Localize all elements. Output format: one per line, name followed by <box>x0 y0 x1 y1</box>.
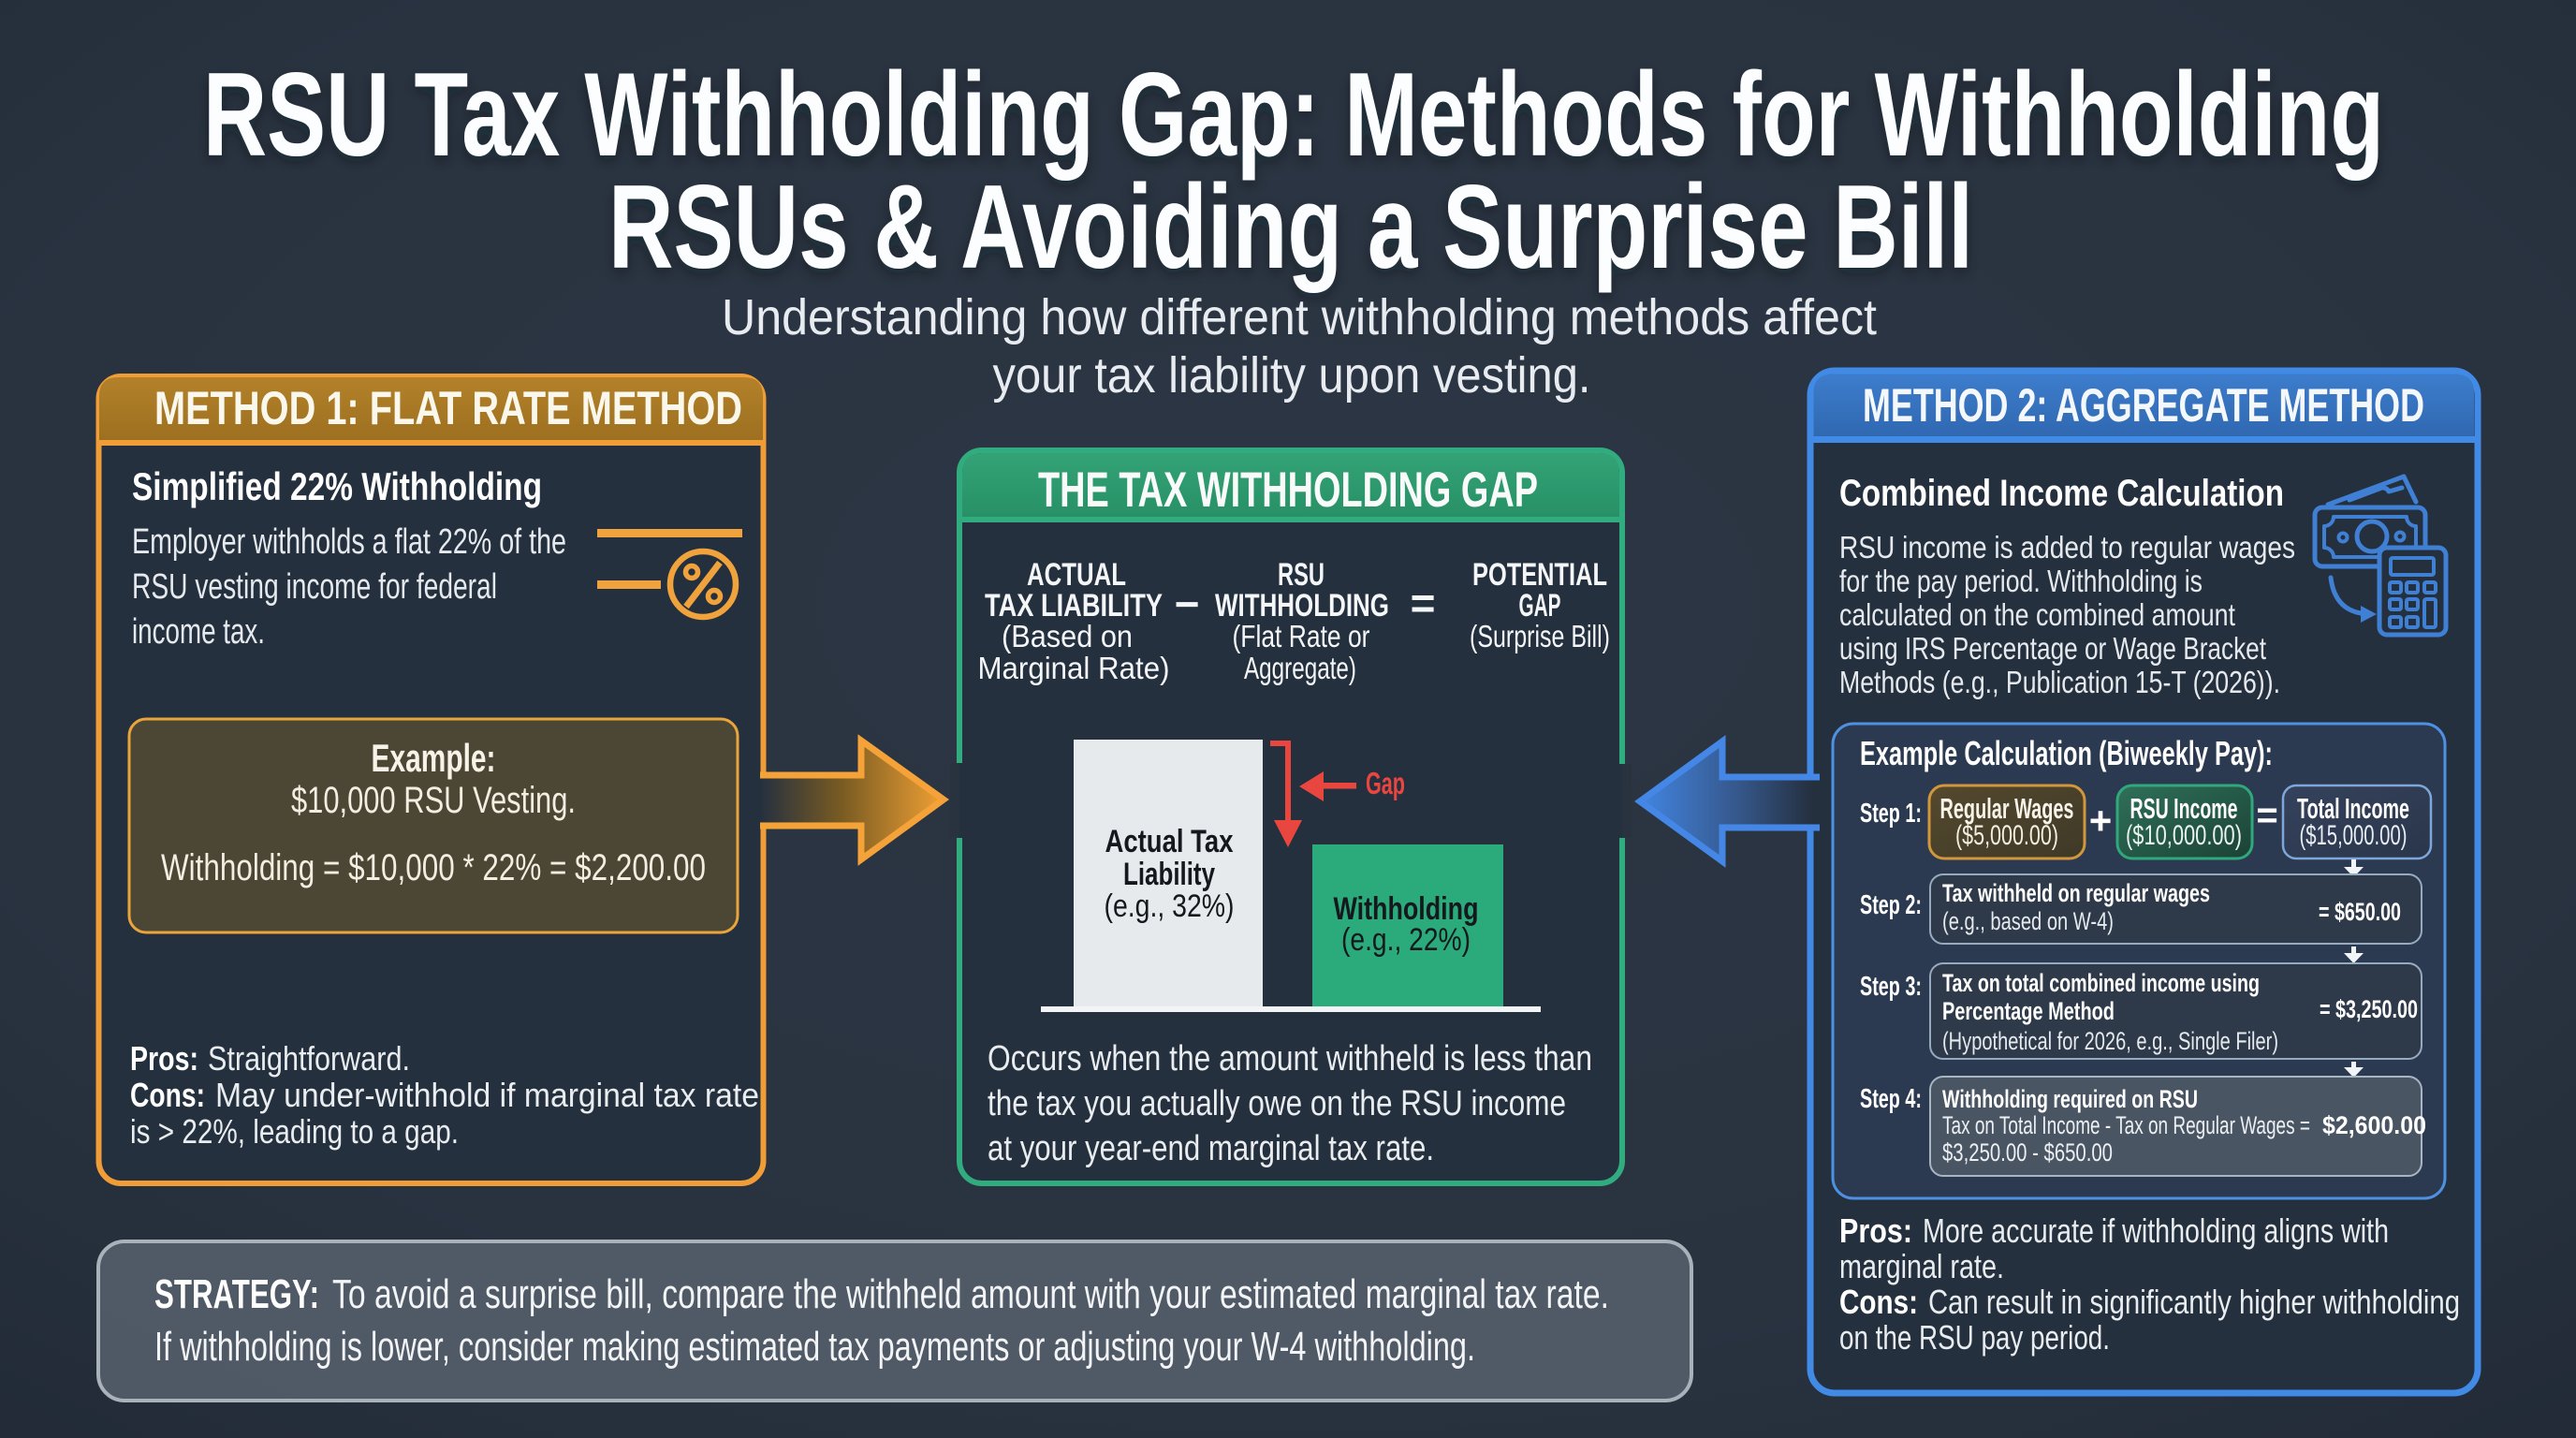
svg-text:Actual Tax: Actual Tax <box>1105 824 1234 859</box>
svg-text:Understanding how different wi: Understanding how different withholding … <box>722 289 1877 345</box>
svg-text:($5,000.00): ($5,000.00) <box>1955 820 2058 851</box>
svg-text:ACTUAL: ACTUAL <box>1027 557 1126 593</box>
svg-text:marginal rate.: marginal rate. <box>1839 1247 2004 1285</box>
svg-text:$10,000 RSU Vesting.: $10,000 RSU Vesting. <box>291 780 576 821</box>
svg-text:Withholding required on RSU: Withholding required on RSU <box>1942 1085 2198 1113</box>
svg-text:Gap: Gap <box>1366 766 1405 800</box>
svg-text:Tax on total combined income u: Tax on total combined income using <box>1942 969 2260 997</box>
svg-text:using IRS Percentage or Wage B: using IRS Percentage or Wage Bracket <box>1839 631 2266 666</box>
svg-text:is > 22%, leading to a gap.: is > 22%, leading to a gap. <box>130 1112 459 1151</box>
svg-text:(Based on: (Based on <box>1002 619 1133 653</box>
svg-text:More accurate if withholding a: More accurate if withholding aligns with <box>1923 1211 2389 1250</box>
svg-text:Occurs when the amount withhel: Occurs when the amount withheld is less … <box>988 1039 1592 1078</box>
svg-text:the tax you actually owe on th: the tax you actually owe on the RSU inco… <box>988 1084 1566 1123</box>
svg-text:THE TAX WITHHOLDING GAP: THE TAX WITHHOLDING GAP <box>1038 462 1538 518</box>
svg-text:Liability: Liability <box>1123 857 1215 892</box>
svg-text:on the RSU pay period.: on the RSU pay period. <box>1839 1318 2110 1357</box>
svg-text:Step 3:: Step 3: <box>1860 972 1922 1002</box>
svg-text:Methods (e.g., Publication 15-: Methods (e.g., Publication 15-T (2026)). <box>1839 665 2280 699</box>
svg-text:Marginal Rate): Marginal Rate) <box>978 651 1170 685</box>
svg-text:−: − <box>1175 580 1200 628</box>
svg-text:($15,000.00): ($15,000.00) <box>2300 820 2408 851</box>
svg-text:+: + <box>2089 799 2113 843</box>
svg-text:(e.g., 32%): (e.g., 32%) <box>1105 888 1235 924</box>
svg-text:Withholding = $10,000 * 22% =: Withholding = $10,000 * 22% = $2,200.00 <box>161 847 706 888</box>
svg-text:METHOD 1: FLAT RATE METHOD: METHOD 1: FLAT RATE METHOD <box>154 382 742 434</box>
svg-text:(e.g., based on W-4): (e.g., based on W-4) <box>1942 907 2114 935</box>
svg-text:RSU income is added to regular: RSU income is added to regular wages <box>1839 530 2295 565</box>
svg-text:If withholding is lower, consi: If withholding is lower, consider making… <box>154 1324 1475 1370</box>
svg-text:TAX LIABILITY: TAX LIABILITY <box>985 588 1163 624</box>
svg-text:Percentage Method: Percentage Method <box>1942 997 2115 1025</box>
svg-text:Example Calculation (Biweekly: Example Calculation (Biweekly Pay): <box>1860 734 2273 772</box>
svg-text:RSU vesting income for federal: RSU vesting income for federal <box>132 567 497 607</box>
svg-text:Cons:: Cons: <box>1839 1283 1918 1321</box>
svg-text:Pros:: Pros: <box>1839 1211 1912 1250</box>
svg-text:Aggregate): Aggregate) <box>1244 651 1356 685</box>
svg-text:= $3,250.00: = $3,250.00 <box>2320 995 2418 1023</box>
svg-text:your tax liability upon vestin: your tax liability upon vesting. <box>993 347 1591 404</box>
svg-text:$2,600.00: $2,600.00 <box>2322 1111 2426 1139</box>
svg-text:income tax.: income tax. <box>132 612 265 652</box>
svg-text:($10,000.00): ($10,000.00) <box>2126 820 2242 851</box>
svg-text:(e.g., 22%): (e.g., 22%) <box>1341 922 1471 958</box>
svg-text:= $650.00: = $650.00 <box>2319 898 2401 926</box>
svg-text:for the pay period. Withholdin: for the pay period. Withholding is <box>1839 564 2203 598</box>
svg-text:(Flat Rate or: (Flat Rate or <box>1233 619 1370 653</box>
svg-text:=: = <box>2256 795 2277 836</box>
svg-text:Total Income: Total Income <box>2297 792 2409 825</box>
svg-text:RSU Income: RSU Income <box>2130 792 2238 825</box>
svg-text:METHOD 2: AGGREGATE METHOD: METHOD 2: AGGREGATE METHOD <box>1863 379 2424 432</box>
svg-text:at your year-end marginal tax: at your year-end marginal tax rate. <box>988 1129 1434 1168</box>
svg-text:(Hypothetical for 2026, e.g.,: (Hypothetical for 2026, e.g., Single Fil… <box>1942 1027 2278 1055</box>
svg-text:calculated on the combined amo: calculated on the combined amount <box>1839 597 2235 632</box>
svg-text:Regular Wages: Regular Wages <box>1940 792 2074 825</box>
svg-text:Simplified 22% Withholding: Simplified 22% Withholding <box>132 464 542 508</box>
svg-text:=: = <box>1411 579 1436 627</box>
svg-text:$3,250.00 - $650.00: $3,250.00 - $650.00 <box>1942 1138 2113 1167</box>
svg-text:To avoid a surprise bill, comp: To avoid a surprise bill, compare the wi… <box>332 1271 1609 1317</box>
svg-text:May under-withhold if marginal: May under-withhold if marginal tax rate <box>215 1076 759 1114</box>
svg-text:RSU Tax Withholding Gap: Metho: RSU Tax Withholding Gap: Methods for Wit… <box>203 48 2384 181</box>
svg-text:Pros:: Pros: <box>130 1039 198 1078</box>
svg-text:Straightforward.: Straightforward. <box>208 1039 410 1078</box>
svg-text:Step 1:: Step 1: <box>1860 799 1922 829</box>
svg-text:GAP: GAP <box>1519 588 1561 624</box>
svg-text:Step 4:: Step 4: <box>1860 1084 1922 1114</box>
svg-text:Example:: Example: <box>372 736 496 780</box>
svg-text:Employer withholds a flat 22%: Employer withholds a flat 22% of the <box>132 522 566 562</box>
svg-text:Step 2:: Step 2: <box>1860 890 1922 920</box>
svg-text:Withholding: Withholding <box>1334 891 1479 927</box>
svg-text:Can result in significantly hi: Can result in significantly higher withh… <box>1928 1283 2460 1321</box>
svg-text:Cons:: Cons: <box>130 1076 205 1114</box>
svg-text:Tax on Total Income - Tax on R: Tax on Total Income - Tax on Regular Wag… <box>1942 1111 2310 1139</box>
svg-text:RSUs & Avoiding a Surprise Bil: RSUs & Avoiding a Surprise Bill <box>608 160 1973 293</box>
svg-text:WITHHOLDING: WITHHOLDING <box>1215 588 1389 624</box>
svg-text:RSU: RSU <box>1278 557 1325 593</box>
svg-text:STRATEGY:: STRATEGY: <box>154 1271 319 1317</box>
svg-text:Tax withheld on regular wages: Tax withheld on regular wages <box>1942 879 2210 907</box>
svg-text:POTENTIAL: POTENTIAL <box>1472 557 1607 593</box>
svg-text:Combined Income Calculation: Combined Income Calculation <box>1839 473 2284 514</box>
svg-text:(Surprise Bill): (Surprise Bill) <box>1470 619 1610 653</box>
